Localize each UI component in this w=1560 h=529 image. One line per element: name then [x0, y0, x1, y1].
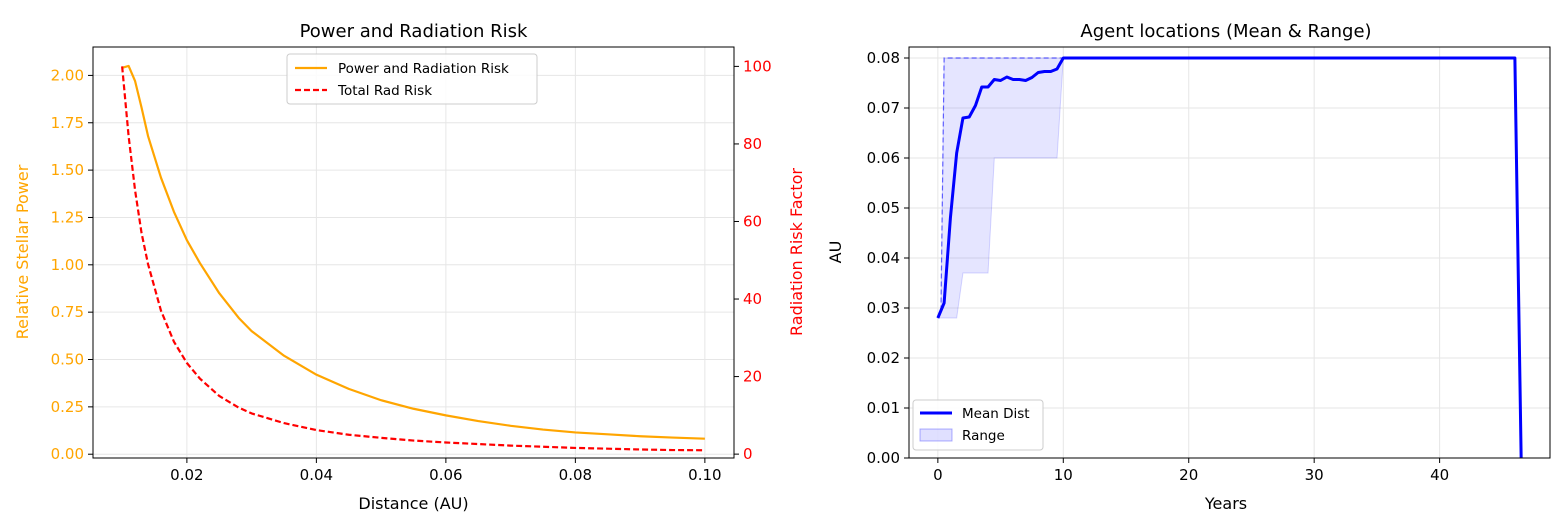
chart1-xtick-label: 0.02 — [170, 466, 203, 484]
chart2-ytick-label: 0.03 — [867, 299, 900, 317]
chart2-ticks: 0 10 20 30 40 0.00 0.01 0.02 0.03 0.04 0.05 0.06 0.0… — [867, 49, 1450, 484]
chart2-xtick-label: 40 — [1430, 466, 1449, 484]
chart1-series — [121, 64, 705, 452]
chart1-ytick-label: 0.25 — [51, 398, 84, 416]
range-band — [937, 57, 1064, 319]
chart1-ytick-label: 0.50 — [51, 351, 84, 369]
chart2-xtick-label: 30 — [1305, 466, 1324, 484]
chart1-xlabel: Distance (AU) — [358, 494, 468, 513]
chart1-ytick-label: 1.25 — [51, 208, 84, 226]
chart2-title: Agent locations (Mean & Range) — [1080, 21, 1371, 42]
chart1-ytick-label: 2.00 — [51, 66, 84, 84]
legend-range-label: Range — [962, 428, 1005, 444]
chart2-legend: Mean Dist Range — [912, 399, 1044, 451]
chart1-xtick-label: 0.08 — [559, 466, 592, 484]
power-radiation-chart: 0.02 0.04 0.06 0.08 0.10 0.00 0.25 0.50 0.75 1.00… — [13, 21, 806, 513]
chart1-y2label: Radiation Risk Factor — [787, 168, 806, 336]
chart2-ytick-label: 0.02 — [867, 349, 900, 367]
chart2-ytick-label: 0.05 — [867, 199, 900, 217]
chart1-xtick-label: 0.04 — [300, 466, 333, 484]
chart1-xtick-label: 0.06 — [429, 466, 462, 484]
chart1-y2tick-label: 40 — [743, 290, 762, 308]
chart1-legend-box — [286, 53, 538, 105]
legend-range-swatch — [919, 428, 953, 442]
chart1-legend: Power and Radiation Risk Total Rad Risk — [286, 53, 538, 105]
chart2-ytick-label: 0.07 — [867, 99, 900, 117]
power-line — [121, 64, 705, 440]
chart2-ytick-label: 0.06 — [867, 149, 900, 167]
risk-line — [121, 66, 705, 452]
agent-locations-chart: 0 10 20 30 40 0.00 0.01 0.02 0.03 0.04 0.05 0.06 0.0… — [826, 21, 1551, 513]
chart1-frame — [92, 46, 735, 459]
chart2-xtick-label: 10 — [1054, 466, 1073, 484]
chart1-ytick-label: 1.50 — [51, 161, 84, 179]
chart2-ylabel: AU — [826, 241, 845, 264]
legend-mean-label: Mean Dist — [962, 406, 1030, 422]
chart2-ytick-label: 0.00 — [867, 449, 900, 467]
legend-risk-label: Total Rad Risk — [337, 83, 432, 99]
chart1-ticks: 0.02 0.04 0.06 0.08 0.10 0.00 0.25 0.50 0.75 1.00… — [51, 57, 772, 484]
chart1-y2tick-label: 80 — [743, 135, 762, 153]
chart2-frame — [908, 46, 1551, 459]
chart1-y2tick-label: 60 — [743, 212, 762, 230]
chart1-ylabel: Relative Stellar Power — [13, 164, 32, 339]
chart2-xtick-label: 0 — [933, 466, 943, 484]
chart1-ytick-label: 0.00 — [51, 445, 84, 463]
chart1-y2tick-label: 20 — [743, 368, 762, 386]
legend-power-label: Power and Radiation Risk — [338, 61, 509, 77]
chart1-y2tick-label: 0 — [743, 445, 753, 463]
chart1-ytick-label: 1.00 — [51, 256, 84, 274]
chart2-ytick-label: 0.04 — [867, 249, 900, 267]
range-upper-line — [937, 57, 1064, 319]
chart2-xtick-label: 20 — [1179, 466, 1198, 484]
chart1-y2tick-label: 100 — [743, 57, 772, 75]
chart2-series — [936, 56, 1523, 459]
chart1-ytick-label: 0.75 — [51, 303, 84, 321]
chart2-ytick-label: 0.08 — [867, 49, 900, 67]
chart1-xtick-label: 0.10 — [688, 466, 721, 484]
chart2-xlabel: Years — [1204, 494, 1247, 513]
chart1-ytick-label: 1.75 — [51, 114, 84, 132]
chart2-ytick-label: 0.01 — [867, 399, 900, 417]
chart1-grid — [93, 47, 734, 458]
chart1-title: Power and Radiation Risk — [300, 21, 528, 42]
mean-dist-line — [936, 56, 1523, 459]
